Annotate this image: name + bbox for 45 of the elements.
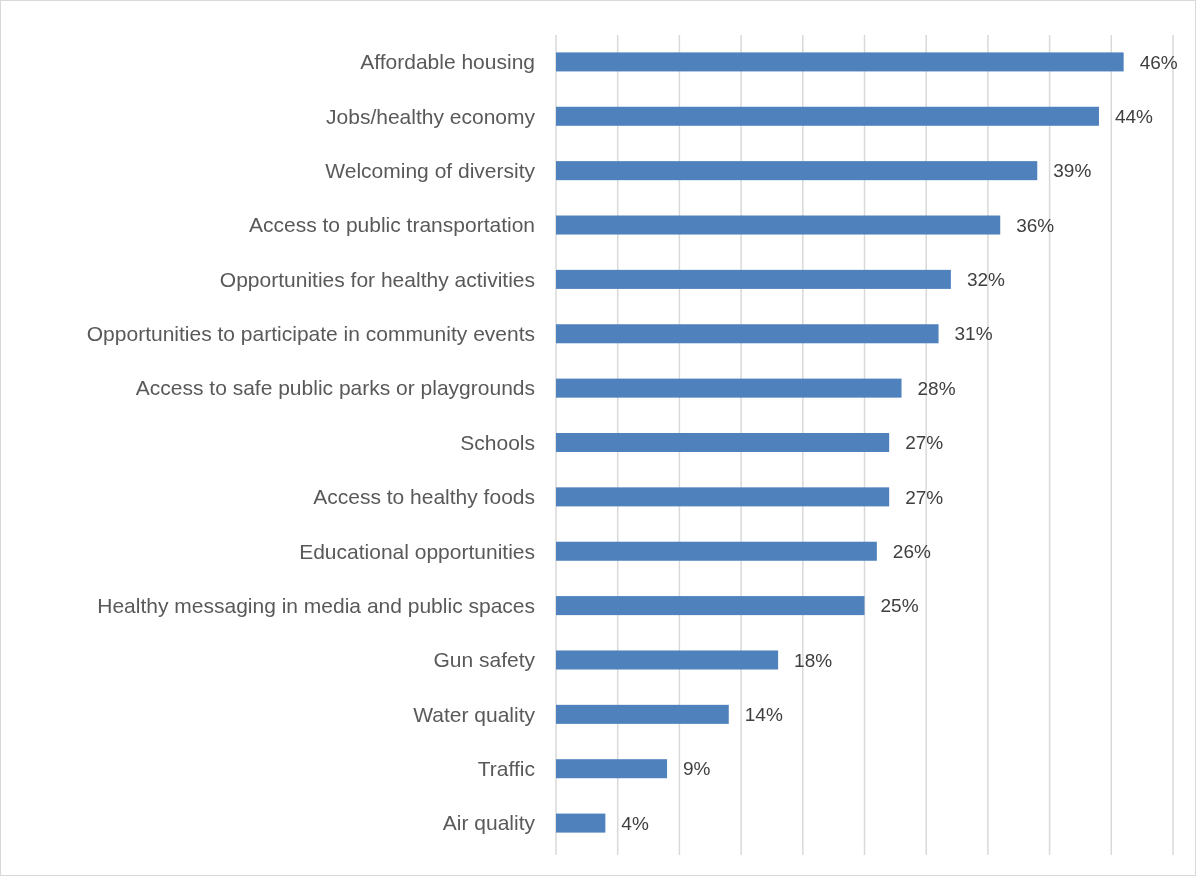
y-tick-label: Educational opportunities: [299, 539, 535, 563]
data-label: 39%: [1053, 160, 1092, 182]
bar: [556, 106, 1099, 126]
y-tick-label: Opportunities for healthy activities: [219, 267, 535, 291]
y-tick-label: Affordable housing: [360, 50, 535, 74]
bar: [556, 269, 951, 289]
y-tick-label: Schools: [460, 430, 535, 454]
bar: [556, 596, 865, 616]
y-tick-label: Opportunities to participate in community events: [86, 322, 535, 346]
y-tick-label: Water quality: [413, 702, 536, 726]
bar: [556, 759, 668, 779]
y-tick-label: Welcoming of diversity: [325, 159, 536, 182]
data-label: 27%: [905, 432, 944, 454]
data-label: 9%: [683, 758, 711, 780]
y-tick-label: Air quality: [442, 811, 536, 835]
y-tick-label: Jobs/healthy economy: [326, 104, 536, 128]
bar: [556, 324, 939, 344]
data-label: 14%: [744, 704, 783, 725]
data-label: 36%: [1016, 214, 1055, 236]
data-label: 27%: [905, 486, 944, 508]
bar: [556, 541, 877, 561]
bar: [556, 432, 890, 453]
bar: [556, 650, 779, 670]
bar: [556, 487, 890, 507]
data-label: 18%: [794, 649, 833, 671]
bar: [556, 161, 1038, 181]
data-label: 4%: [621, 812, 649, 834]
bar: [556, 378, 902, 398]
bar: [556, 215, 1001, 235]
y-tick-label: Gun safety: [433, 648, 536, 672]
data-label: 31%: [954, 323, 993, 345]
bar: [556, 52, 1124, 72]
bar: [556, 813, 606, 833]
y-tick-label: Healthy messaging in media and public spaces: [97, 593, 535, 617]
y-tick-label: Traffic: [477, 757, 535, 781]
data-label: 46%: [1139, 51, 1178, 73]
data-label: 28%: [917, 377, 956, 399]
data-label: 32%: [966, 269, 1006, 291]
y-tick-label: Access to safe public parks or playgrounds: [135, 376, 535, 400]
data-label: 25%: [880, 595, 919, 617]
data-label: 26%: [892, 540, 931, 562]
y-tick-label: Access to public transportation: [249, 213, 535, 237]
y-tick-label: Access to healthy foods: [313, 485, 535, 509]
bar: [556, 704, 729, 724]
data-label: 44%: [1114, 105, 1154, 127]
